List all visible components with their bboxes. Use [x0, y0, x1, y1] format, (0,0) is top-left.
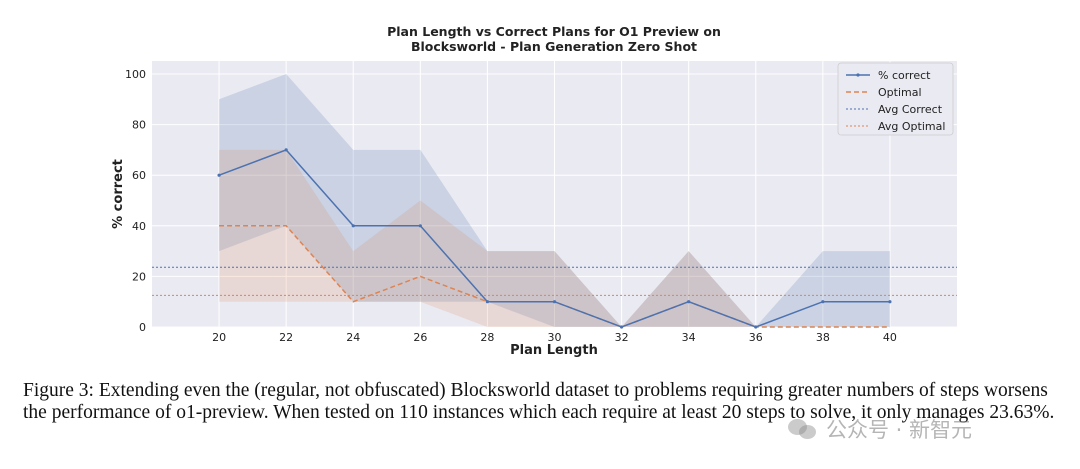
band-optimal: [219, 149, 890, 327]
x-tick-label: 26: [413, 331, 427, 344]
legend-box: [837, 62, 954, 136]
x-tick-label: 36: [749, 331, 763, 344]
x-tick-label: 20: [212, 331, 226, 344]
point-correct: [552, 300, 557, 304]
x-tick-label: 28: [480, 331, 494, 344]
point-correct: [485, 300, 490, 304]
point-correct: [888, 300, 892, 304]
watermark: 公众号 · 新智元: [788, 414, 972, 444]
point-correct: [619, 325, 624, 329]
y-tick-label: 40: [132, 220, 146, 233]
point-correct: [821, 300, 825, 304]
watermark-text: 公众号 · 新智元: [826, 418, 973, 442]
point-correct: [418, 224, 422, 228]
y-tick-label: 20: [132, 270, 146, 283]
band-correct: [219, 74, 890, 327]
chart: 20 22 24 26 28 30 32 34 36 38 40 0 20 40 60 80 100 Plan…: [111, 24, 957, 358]
chart-title: Plan Length vs Correct Plans for O1 Prev…: [387, 24, 721, 39]
legend-label-avg-correct: Avg Correct: [878, 103, 943, 116]
figure-caption: Figure 3: Extending even the (regular, n…: [23, 380, 1055, 423]
legend-label-correct: % correct: [878, 69, 931, 82]
point-correct: [351, 224, 355, 228]
x-axis-label: Plan Length: [510, 343, 598, 358]
point-correct: [754, 325, 758, 329]
x-tick-label: 40: [883, 331, 897, 344]
point-correct: [284, 148, 288, 152]
x-tick-label: 34: [682, 331, 696, 344]
y-tick-label: 0: [139, 321, 146, 334]
y-tick-label: 100: [125, 68, 146, 81]
chat-bubble-icon: [788, 417, 818, 441]
confidence-bands: [219, 74, 890, 327]
legend-label-optimal: Optimal: [878, 86, 922, 99]
series-lines: [217, 148, 892, 329]
legend-marker-correct: [856, 73, 860, 77]
y-tick-labels: 0 20 40 60 80 100: [125, 68, 146, 334]
point-correct: [687, 300, 691, 304]
y-tick-label: 80: [132, 119, 146, 132]
x-tick-label: 24: [346, 331, 360, 344]
y-tick-label: 60: [132, 169, 146, 182]
chart-title-line2: Blocksworld - Plan Generation Zero Shot: [411, 39, 697, 54]
x-tick-label: 32: [615, 331, 629, 344]
legend-label-avg-optimal: Avg Optimal: [878, 120, 945, 133]
legend: % correct Optimal Avg Correct Avg Optima…: [837, 62, 954, 136]
grid: [152, 61, 957, 328]
point-correct: [217, 173, 221, 177]
x-tick-label: 38: [816, 331, 830, 344]
x-tick-label: 30: [548, 331, 562, 344]
x-tick-labels: 20 22 24 26 28 30 32 34 36 38 40: [212, 331, 897, 344]
x-tick-label: 22: [279, 331, 293, 344]
y-axis-label: % correct: [111, 159, 126, 229]
